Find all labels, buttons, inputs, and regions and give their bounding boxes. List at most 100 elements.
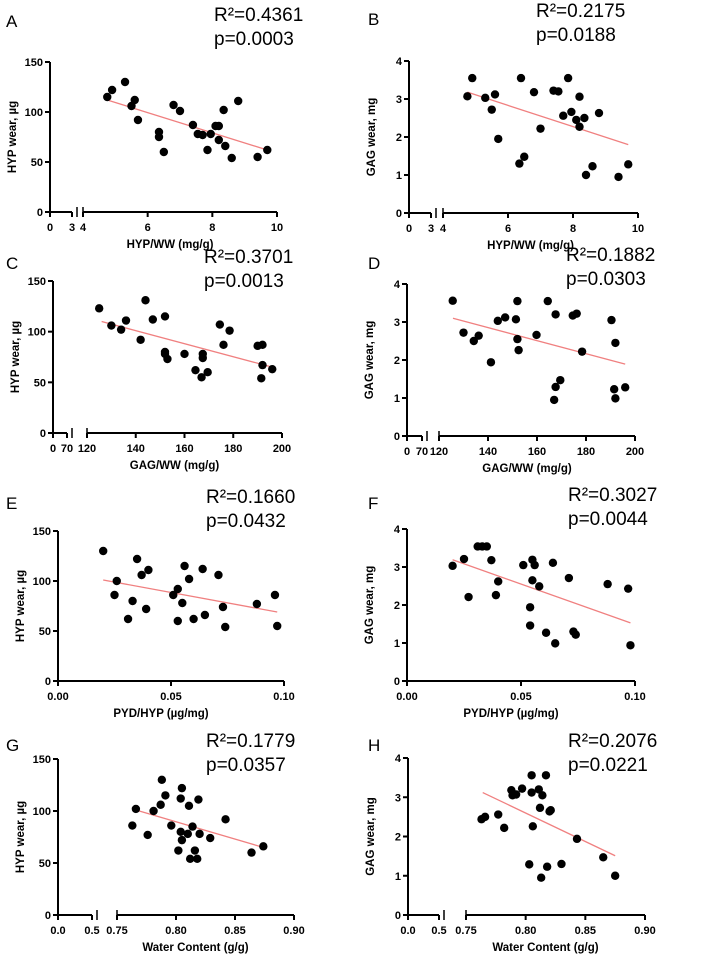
y-tick-label: 2	[394, 355, 400, 367]
data-point	[614, 172, 623, 182]
data-point	[511, 790, 521, 799]
data-point	[577, 347, 587, 356]
data-point	[221, 622, 230, 632]
data-point	[169, 100, 178, 110]
data-point	[215, 320, 225, 329]
panel-d: D R²=0.1882 p=0.0303 0 1 2 3 4 0 70 120 140 160 180 20…	[360, 240, 710, 480]
data-point	[116, 325, 126, 334]
data-point	[144, 565, 153, 575]
data-point	[486, 358, 496, 367]
x-tick-label: 200	[273, 443, 291, 455]
y-tick-label: 1	[394, 393, 400, 405]
data-point	[206, 833, 215, 843]
stats-annotation: R²=0.1779 p=0.0357	[206, 730, 295, 778]
data-point	[270, 590, 280, 600]
x-tick-label: 120	[430, 446, 448, 458]
y-tick-label: 0	[394, 431, 400, 443]
data-point	[567, 107, 576, 117]
p-value-label: p=0.0188	[536, 25, 616, 46]
data-point	[123, 614, 133, 624]
x-tick-label: 0.10	[273, 691, 294, 703]
x-tick-label: 0.5	[431, 925, 446, 937]
data-point	[530, 560, 539, 570]
p-value-label: p=0.0432	[206, 511, 286, 532]
data-point	[94, 304, 104, 313]
data-point	[481, 93, 490, 103]
data-point	[258, 340, 267, 350]
panel-letter: B	[368, 10, 380, 29]
x-tick-label: 0.0	[400, 925, 415, 937]
data-point	[500, 313, 510, 322]
y-tick-label: 1	[394, 638, 400, 650]
x-tick-label: 10	[271, 222, 283, 234]
regression-line	[135, 809, 268, 850]
x-axis-label: PYD/HYP (µg/mg)	[463, 708, 558, 720]
data-point	[548, 558, 558, 568]
data-point	[175, 106, 185, 116]
data-point	[611, 394, 620, 403]
x-tick-label: 0.0	[50, 925, 65, 937]
y-tick-label: 3	[394, 562, 400, 574]
regression-line	[467, 91, 629, 146]
panel-e: E R²=0.1660 p=0.0432 0 50 100 150 0.00 0.05 0.10 P…	[0, 480, 355, 720]
x-tick-label: 4	[80, 222, 87, 234]
data-point	[482, 542, 491, 551]
data-point	[525, 621, 535, 630]
y-tick-label: 3	[395, 792, 401, 804]
data-point	[494, 134, 503, 144]
data-point	[520, 152, 529, 161]
y-tick-label: 2	[394, 600, 400, 612]
data-point	[148, 315, 158, 324]
data-point	[131, 804, 141, 814]
y-axis-label: GAG wear, mg	[364, 321, 376, 400]
data-point	[517, 784, 527, 793]
data-point	[527, 788, 536, 797]
x-tick-label: 0	[406, 223, 412, 235]
x-tick-label: 0.05	[160, 691, 181, 703]
data-point	[219, 105, 228, 115]
y-tick-label: 4	[394, 524, 401, 536]
data-point	[499, 823, 509, 833]
data-point	[180, 561, 189, 571]
y-tick-label: 0	[45, 676, 51, 688]
data-point	[247, 848, 256, 857]
x-axis-label: Water Content (g/g)	[142, 942, 248, 954]
data-point	[556, 375, 565, 385]
data-point	[487, 555, 496, 565]
data-point	[525, 603, 535, 612]
x-tick-label: 10	[632, 223, 644, 235]
data-point	[551, 310, 560, 319]
x-tick-label: 140	[127, 443, 145, 455]
data-point	[128, 821, 137, 830]
data-point	[468, 73, 477, 83]
scatter-plot: 0 50 100 150 0.00 0.05 0.10 PYD/HYP (µg/mg) HYP …	[15, 526, 295, 720]
x-tick-label: 160	[528, 446, 546, 458]
y-tick-label: 1	[396, 170, 402, 182]
panel-h: H R²=0.2076 p=0.0221 0 1 2 3 4 0.0 0.5 0.75 0.80 0.8…	[360, 720, 710, 960]
x-tick-label: 3	[69, 222, 75, 234]
data-point	[599, 853, 608, 862]
x-axis-label: PYD/HYP (µg/mg)	[113, 708, 208, 720]
y-tick-label: 2	[396, 132, 402, 144]
data-point	[177, 783, 187, 793]
data-point	[268, 364, 277, 374]
data-point	[203, 145, 212, 155]
data-point	[107, 321, 116, 330]
data-point	[156, 800, 165, 809]
r-squared-label: R²=0.2175	[536, 1, 626, 22]
data-point	[163, 354, 172, 364]
data-point	[563, 73, 573, 83]
x-tick-label: 0.75	[106, 925, 127, 937]
data-point	[252, 599, 262, 609]
r-squared-label: R²=0.1779	[206, 731, 296, 752]
data-point	[130, 95, 139, 105]
data-point	[121, 316, 131, 325]
regression-line	[452, 317, 626, 365]
data-point	[174, 846, 183, 855]
data-point	[459, 554, 469, 564]
stats-annotation: R²=0.3701 p=0.0013	[204, 246, 293, 294]
panel-letter: H	[368, 736, 381, 755]
data-point	[253, 152, 262, 162]
x-tick-label: 180	[224, 443, 242, 455]
